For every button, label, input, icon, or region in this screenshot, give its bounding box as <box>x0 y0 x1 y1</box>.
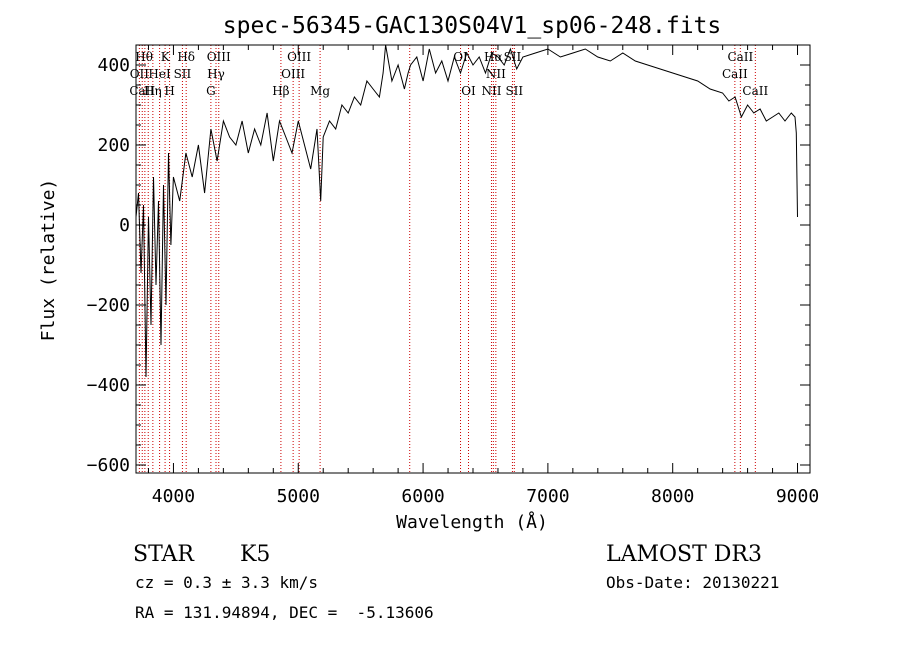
spectral-line-label: SII <box>174 67 192 81</box>
spectral-line-label: Mg <box>310 84 330 98</box>
object-class: STAR <box>133 542 195 567</box>
x-axis-ticks: 4000 5000 6000 7000 8000 9000 <box>147 45 819 507</box>
spectral-line-label: OIII <box>207 50 231 64</box>
spectral-line-label: CaII <box>722 67 748 81</box>
x-axis-label: Wavelength (Å) <box>396 511 548 533</box>
spectral-line-label: Hη <box>144 84 162 98</box>
spectral-line-label: Hα <box>484 50 503 64</box>
spectral-line-label: Hγ <box>207 67 225 81</box>
y-axis-label: Flux (relative) <box>38 179 59 342</box>
x-tick-label: 7000 <box>526 486 569 507</box>
spectral-line-label: K <box>161 50 171 64</box>
spectral-line-label: OII <box>130 67 150 81</box>
plot-frame <box>135 44 811 474</box>
spectral-line-label: G <box>206 84 216 98</box>
spectral-line-label: CaII <box>727 50 753 64</box>
spectral-line-label: OI <box>461 84 476 98</box>
y-tick-label: 400 <box>97 55 130 76</box>
spectral-line-label: CaII <box>742 84 768 98</box>
spectral-line-label: Hδ <box>177 50 195 64</box>
spectral-line-label: Hβ <box>272 84 289 98</box>
flux-series-line <box>135 44 798 378</box>
y-tick-label: −400 <box>87 375 130 396</box>
spectral-line-label: SII <box>505 84 523 98</box>
spectral-line-label: NII <box>481 84 501 98</box>
x-tick-label: 4000 <box>152 486 195 507</box>
spectral-line-label: NII <box>486 67 506 81</box>
object-subclass: K5 <box>240 542 270 567</box>
y-tick-label: −600 <box>87 455 130 476</box>
spectral-line-label: H <box>164 84 174 98</box>
spectral-line-markers <box>138 45 756 473</box>
y-tick-label: 200 <box>97 135 130 156</box>
spectral-line-label: HeI <box>148 67 171 81</box>
survey-name: LAMOST DR3 <box>606 542 762 567</box>
y-axis-ticks: −600 −400 −200 0 200 400 <box>87 55 810 476</box>
y-tick-label: 0 <box>119 215 130 236</box>
x-tick-label: 9000 <box>776 486 819 507</box>
y-tick-label: −200 <box>87 295 130 316</box>
x-tick-label: 5000 <box>277 486 320 507</box>
observation-date: Obs-Date: 20130221 <box>606 573 779 592</box>
spectral-line-label: OIII <box>281 67 305 81</box>
chart-title: spec-56345-GAC130S04V1_sp06-248.fits <box>223 13 722 39</box>
spectral-line-label: Hθ <box>135 50 153 64</box>
x-tick-label: 8000 <box>651 486 694 507</box>
x-tick-label: 6000 <box>401 486 444 507</box>
ra-dec-coordinates: RA = 131.94894, DEC = -5.13606 <box>135 603 434 622</box>
redshift-velocity: cz = 0.3 ± 3.3 km/s <box>135 573 318 592</box>
spectral-line-label: OIII <box>287 50 311 64</box>
